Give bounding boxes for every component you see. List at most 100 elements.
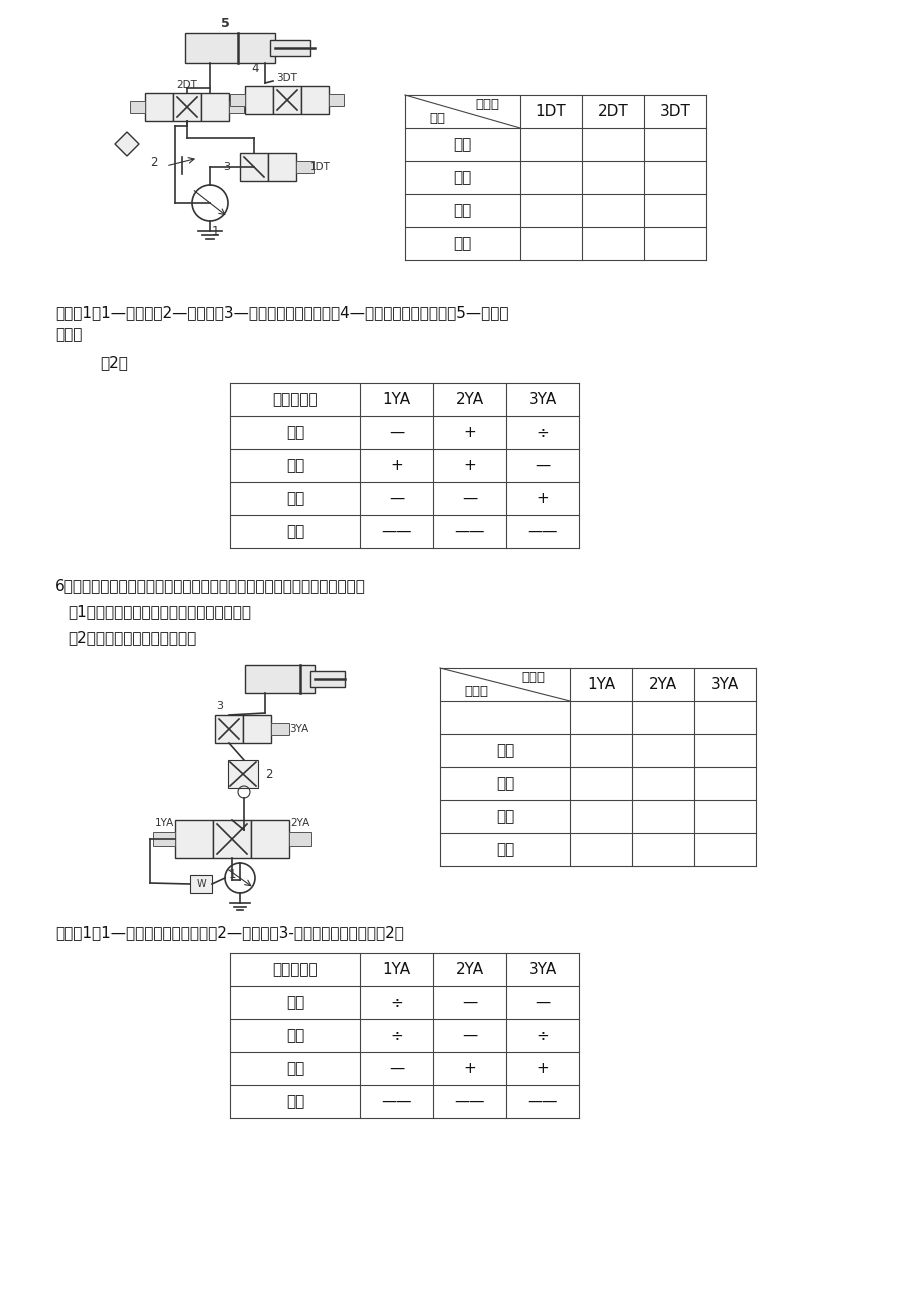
Text: 工进: 工进 [495, 775, 514, 791]
Bar [271, 723, 289, 735]
Text: +: + [462, 425, 475, 440]
Text: 电磁铁: 电磁铁 [475, 98, 499, 111]
Text: 动作电磁铁: 动作电磁铁 [272, 961, 317, 977]
Text: —: — [461, 995, 477, 1010]
Text: 1YA: 1YA [382, 961, 410, 977]
Text: ÷: ÷ [390, 995, 403, 1010]
Bar [329, 94, 344, 105]
Bar [145, 92, 173, 121]
Bar [269, 40, 310, 56]
Bar [289, 833, 311, 846]
Text: 2YA: 2YA [455, 392, 483, 407]
Text: （2）写出电磁铁动作顺序表。: （2）写出电磁铁动作顺序表。 [68, 630, 196, 645]
Text: +: + [536, 1062, 549, 1076]
Text: 快进: 快进 [286, 425, 304, 440]
Text: —: — [461, 490, 477, 506]
Text: +: + [462, 458, 475, 474]
Text: 答：（1）1—变量泵，2—调速阀，3—一位二通电磁换向阀，4—二位三通电磁换向阀，5—单杆液: 答：（1）1—变量泵，2—调速阀，3—一位二通电磁换向阀，4—二位三通电磁换向阀… [55, 304, 508, 320]
Text: 快进: 快进 [453, 137, 471, 152]
Text: —: — [389, 490, 403, 506]
Text: 工进: 工进 [286, 1028, 304, 1043]
Text: 3DT: 3DT [659, 104, 689, 118]
Text: 工进: 工进 [453, 170, 471, 185]
Bar [243, 716, 271, 743]
Text: ——: —— [527, 524, 557, 539]
Bar [228, 760, 257, 788]
Text: 停止: 停止 [495, 842, 514, 857]
Text: 快退: 快退 [286, 490, 304, 506]
Text: ÷: ÷ [536, 425, 549, 440]
Text: ——: —— [454, 524, 484, 539]
Text: 快退: 快退 [453, 203, 471, 219]
Text: 5: 5 [221, 17, 229, 30]
Bar [130, 101, 145, 113]
Bar [213, 820, 251, 857]
Bar [185, 33, 275, 62]
Text: —: — [389, 425, 403, 440]
Text: 3: 3 [216, 701, 223, 712]
Text: 动作: 动作 [429, 112, 445, 125]
Bar [310, 671, 345, 687]
Text: 快退: 快退 [495, 809, 514, 824]
Bar [244, 665, 314, 693]
Text: ——: —— [380, 524, 412, 539]
Text: 1YA: 1YA [382, 392, 410, 407]
Text: —: — [534, 995, 550, 1010]
Bar [251, 820, 289, 857]
Bar [215, 716, 243, 743]
Bar [267, 154, 296, 181]
Text: 停止: 停止 [286, 1094, 304, 1108]
Text: 2DT: 2DT [176, 79, 198, 90]
Text: ——: —— [380, 1094, 412, 1108]
Text: —: — [461, 1028, 477, 1043]
Text: 动作电磁铁: 动作电磁铁 [272, 392, 317, 407]
Text: 快退: 快退 [286, 1062, 304, 1076]
Bar [200, 92, 229, 121]
Text: （1）说出图中标有序号的液压元件的名称。: （1）说出图中标有序号的液压元件的名称。 [68, 604, 251, 619]
Polygon shape [115, 131, 139, 156]
Text: 2: 2 [151, 156, 158, 169]
Text: 2DT: 2DT [597, 104, 628, 118]
Text: 3YA: 3YA [528, 961, 556, 977]
Text: 2YA: 2YA [290, 818, 310, 827]
Text: —: — [534, 458, 550, 474]
Text: 1YA: 1YA [586, 677, 615, 692]
Bar [244, 86, 273, 114]
Text: 压缸。: 压缸。 [55, 327, 83, 342]
Text: 1DT: 1DT [535, 104, 566, 118]
Text: 2YA: 2YA [455, 961, 483, 977]
Text: 解：（1）1—三位四通电磁换向阀，2—调速阀，3-二位三通电磁换向阀（2）: 解：（1）1—三位四通电磁换向阀，2—调速阀，3-二位三通电磁换向阀（2） [55, 925, 403, 941]
Text: ÷: ÷ [536, 1028, 549, 1043]
Text: ÷: ÷ [390, 1028, 403, 1043]
Text: —: — [389, 1062, 403, 1076]
Text: 3DT: 3DT [277, 73, 297, 83]
Text: 3YA: 3YA [528, 392, 556, 407]
Text: 快进: 快进 [495, 743, 514, 758]
Text: 4: 4 [251, 61, 258, 74]
Text: +: + [462, 1062, 475, 1076]
Text: 快进: 快进 [286, 995, 304, 1010]
Text: 1: 1 [228, 868, 235, 881]
Text: 电磁铁: 电磁铁 [521, 671, 545, 684]
Bar [240, 154, 267, 181]
Bar [153, 833, 175, 846]
Text: 工进: 工进 [286, 458, 304, 474]
Text: 1DT: 1DT [310, 163, 331, 172]
Text: 停止: 停止 [453, 235, 471, 251]
Text: ——: —— [454, 1094, 484, 1108]
Bar [230, 94, 244, 105]
Bar [301, 86, 329, 114]
Text: 3YA: 3YA [710, 677, 738, 692]
Text: 1: 1 [211, 225, 219, 238]
Text: 1YA: 1YA [154, 818, 174, 827]
Text: （2）: （2） [100, 355, 128, 369]
Bar [173, 92, 200, 121]
Text: 3: 3 [222, 163, 230, 172]
Bar [190, 876, 211, 892]
Text: +: + [390, 458, 403, 474]
Text: ——: —— [527, 1094, 557, 1108]
Text: W: W [196, 879, 206, 889]
Bar [273, 86, 301, 114]
Text: 2: 2 [265, 768, 272, 781]
Text: 停止: 停止 [286, 524, 304, 539]
